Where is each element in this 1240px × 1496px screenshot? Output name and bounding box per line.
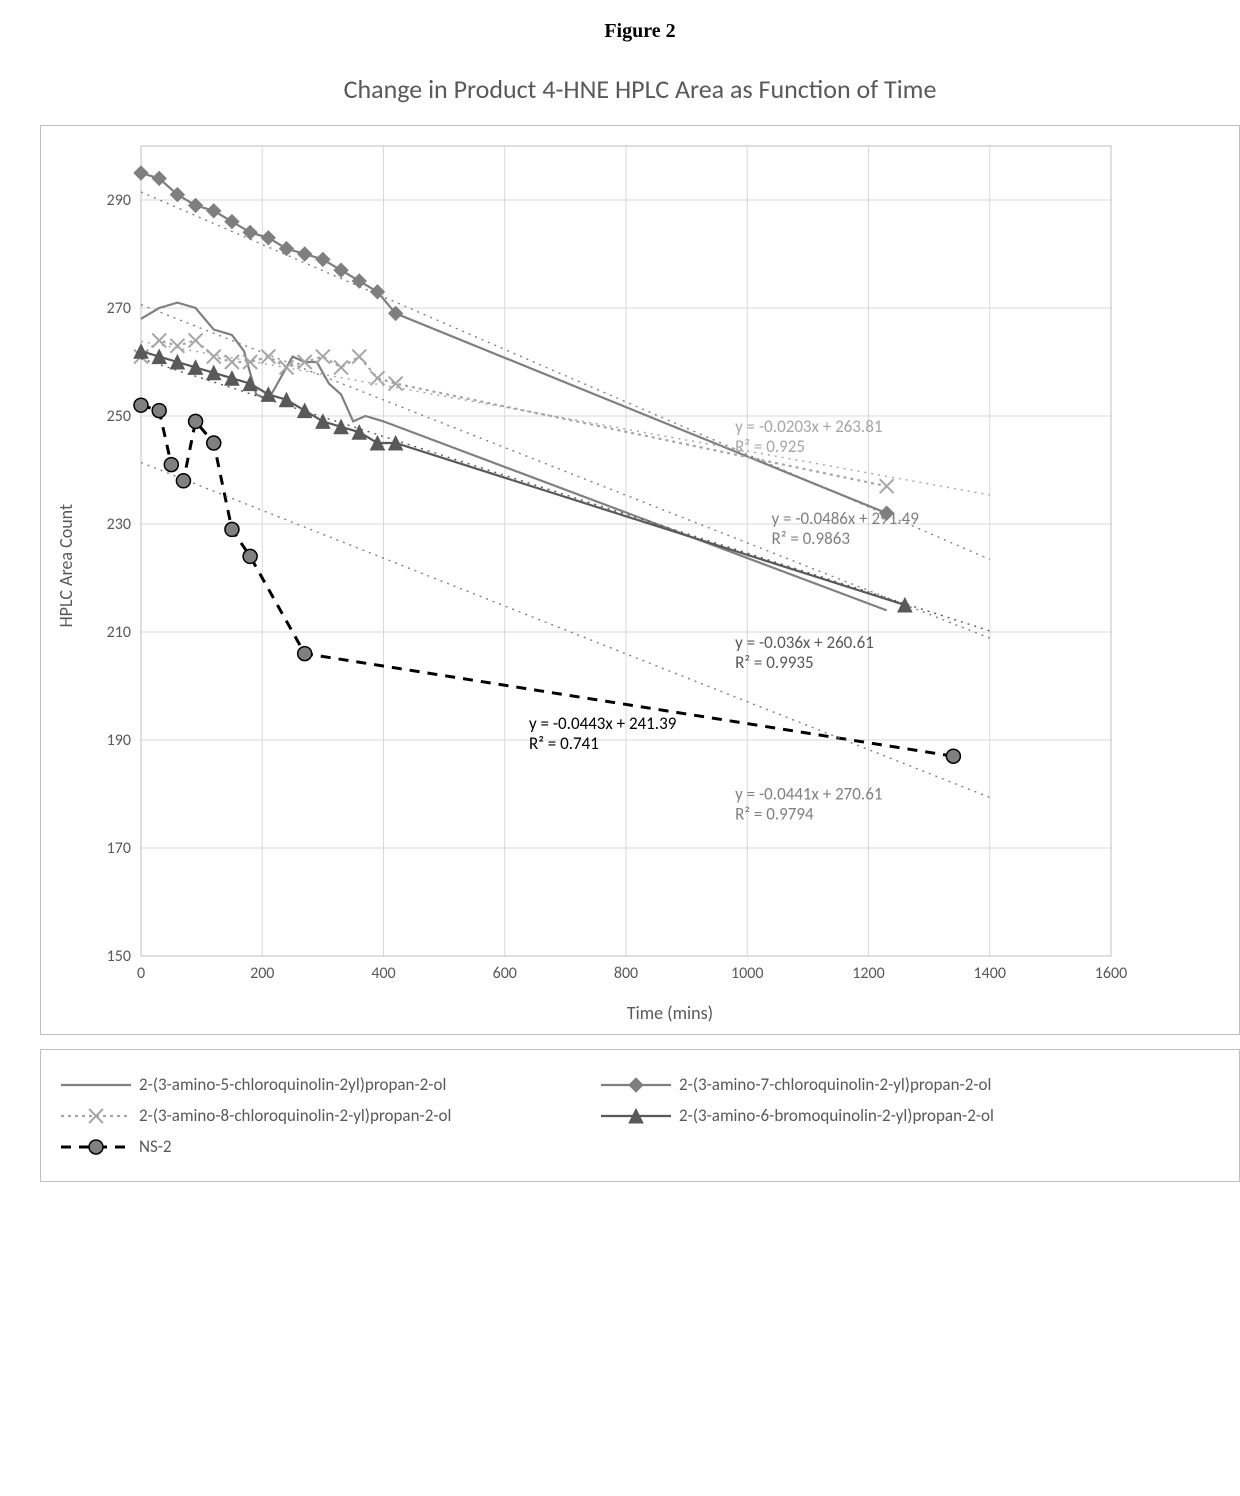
svg-text:y = -0.036x + 260.61: y = -0.036x + 260.61 (735, 632, 874, 653)
svg-text:R² = 0.9935: R² = 0.9935 (735, 652, 813, 673)
svg-text:600: 600 (493, 964, 517, 983)
svg-text:0: 0 (137, 964, 145, 983)
svg-text:290: 290 (107, 191, 131, 210)
svg-text:y = -0.0486x + 291.49: y = -0.0486x + 291.49 (772, 508, 920, 529)
x-axis-label: Time (mins) (111, 1002, 1229, 1024)
svg-text:R² = 0.925: R² = 0.925 (735, 436, 805, 457)
svg-text:210: 210 (107, 623, 131, 642)
svg-text:1400: 1400 (974, 964, 1006, 983)
legend-label: 2-(3-amino-5-chloroquinolin-2yl)propan-2… (139, 1074, 446, 1095)
chart-svg: 150 170 190 210 230 250 270 290 0 200 400 600 800 100… (81, 136, 1131, 996)
svg-text:y = -0.0443x + 241.39: y = -0.0443x + 241.39 (529, 713, 677, 734)
legend-label: 2-(3-amino-7-chloroquinolin-2-yl)propan-… (679, 1074, 991, 1095)
legend-item: 2-(3-amino-6-bromoquinolin-2-yl)propan-2… (601, 1105, 1101, 1126)
figure-container: Figure 2 Change in Product 4-HNE HPLC Ar… (40, 20, 1240, 1182)
legend-item: 2-(3-amino-7-chloroquinolin-2-yl)propan-… (601, 1074, 1101, 1095)
legend: 2-(3-amino-5-chloroquinolin-2yl)propan-2… (40, 1049, 1240, 1182)
svg-text:R² = 0.741: R² = 0.741 (529, 733, 599, 754)
svg-text:1000: 1000 (731, 964, 763, 983)
svg-text:250: 250 (107, 407, 131, 426)
svg-text:200: 200 (250, 964, 274, 983)
svg-text:230: 230 (107, 515, 131, 534)
svg-text:1200: 1200 (852, 964, 884, 983)
svg-text:170: 170 (107, 839, 131, 858)
svg-text:y = -0.0441x + 270.61: y = -0.0441x + 270.61 (735, 783, 882, 804)
svg-text:190: 190 (107, 731, 131, 750)
svg-text:150: 150 (107, 947, 131, 966)
svg-text:400: 400 (371, 964, 395, 983)
legend-label: 2-(3-amino-8-chloroquinolin-2-yl)propan-… (139, 1105, 451, 1126)
legend-label: NS-2 (139, 1136, 172, 1157)
legend-label: 2-(3-amino-6-bromoquinolin-2-yl)propan-2… (679, 1105, 994, 1126)
svg-text:270: 270 (107, 299, 131, 318)
svg-text:R² = 0.9863: R² = 0.9863 (772, 528, 850, 549)
svg-text:1600: 1600 (1095, 964, 1127, 983)
svg-text:800: 800 (614, 964, 638, 983)
figure-label: Figure 2 (40, 20, 1240, 43)
svg-text:y = -0.0203x + 263.81: y = -0.0203x + 263.81 (735, 416, 882, 437)
svg-text:R² = 0.9794: R² = 0.9794 (735, 803, 814, 824)
y-axis-label: HPLC Area Count (51, 504, 81, 628)
legend-item: NS-2 (61, 1136, 561, 1157)
legend-item: 2-(3-amino-8-chloroquinolin-2-yl)propan-… (61, 1105, 561, 1126)
chart-area: HPLC Area Count 150 170 190 210 230 250 270 290… (40, 125, 1240, 1035)
legend-item: 2-(3-amino-5-chloroquinolin-2yl)propan-2… (61, 1074, 561, 1095)
chart-title: Change in Product 4-HNE HPLC Area as Fun… (40, 73, 1240, 105)
